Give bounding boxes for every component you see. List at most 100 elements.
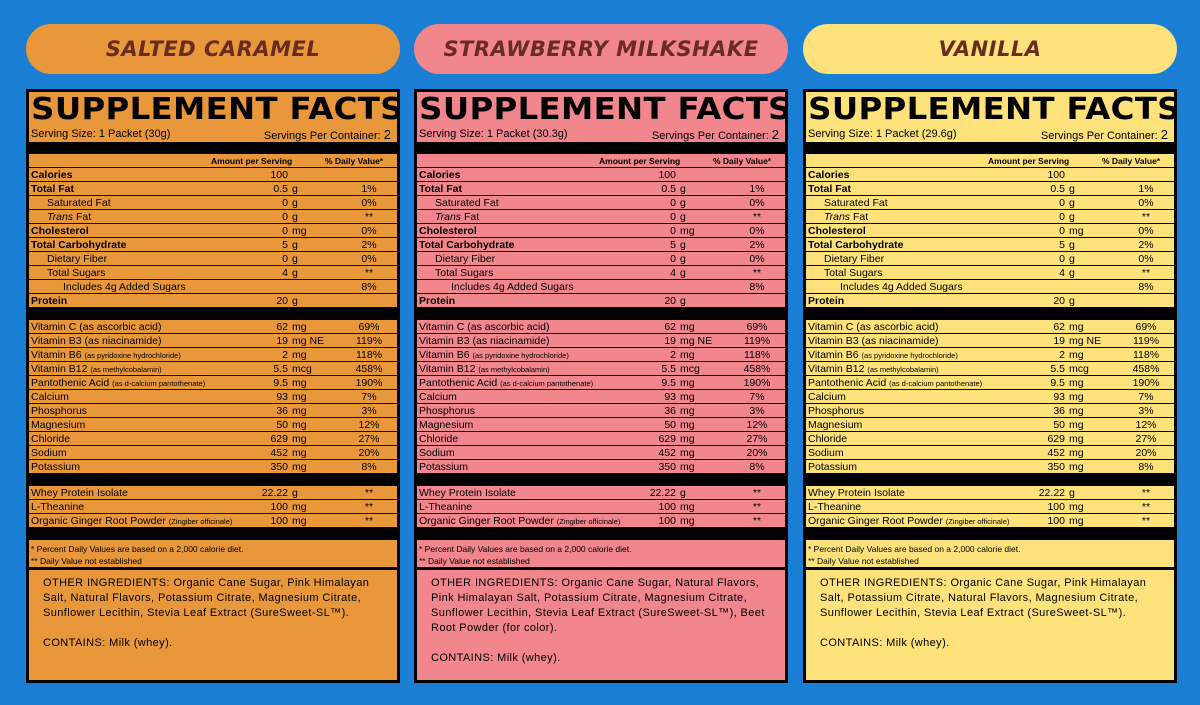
amount-unit: mg bbox=[292, 447, 307, 459]
micro-row: Magnesium 50 mg 12% bbox=[417, 418, 785, 432]
amount-value: 2 bbox=[1059, 349, 1065, 361]
daily-value: 1% bbox=[1138, 183, 1154, 195]
other-ingredients: OTHER INGREDIENTS: Organic Cane Sugar, N… bbox=[431, 577, 765, 634]
amount-value: 100 bbox=[1047, 169, 1065, 181]
nutrient-name: Vitamin C (as ascorbic acid) bbox=[419, 321, 550, 333]
amount-unit: g bbox=[292, 183, 298, 195]
daily-value: 0% bbox=[749, 197, 765, 209]
flavor-title: STRAWBERRY MILKSHAKE bbox=[414, 24, 788, 74]
divider-bar bbox=[29, 528, 397, 540]
nutrient-name: Protein bbox=[808, 295, 844, 307]
nutrient-label: Phosphorus bbox=[808, 405, 865, 417]
footnote-not-established: ** Daily Value not established bbox=[808, 556, 919, 566]
daily-value: 3% bbox=[749, 405, 765, 417]
amount-value: 5 bbox=[670, 239, 676, 251]
macro-row: Includes 4g Added Sugars 8% bbox=[29, 280, 397, 294]
nutrient-label: Fat bbox=[852, 211, 869, 223]
amount-unit: mg NE bbox=[1069, 335, 1102, 347]
amount-header: Amount per Serving bbox=[988, 156, 1070, 166]
nutrient-name: Whey Protein Isolate bbox=[31, 487, 128, 499]
allergen-statement: CONTAINS: Milk (whey). bbox=[820, 637, 950, 649]
amount-value: 0 bbox=[282, 253, 288, 265]
other-row: L-Theanine 100 mg ** bbox=[417, 500, 785, 514]
nutrient-label: Vitamin B3 (as niacinamide) bbox=[31, 335, 162, 347]
nutrient-label: Sodium bbox=[419, 447, 455, 459]
nutrient-label: Calories bbox=[808, 169, 850, 181]
amount-unit: g bbox=[1069, 487, 1075, 499]
amount-value: 452 bbox=[1047, 447, 1065, 459]
macro-row: Total Carbohydrate 5 g 2% bbox=[417, 238, 785, 252]
micro-row: Sodium 452 mg 20% bbox=[806, 446, 1174, 460]
amount-unit: mg bbox=[680, 405, 695, 417]
divider-bar bbox=[806, 528, 1174, 540]
nutrient-label: Whey Protein Isolate bbox=[419, 487, 516, 499]
amount-value: 50 bbox=[276, 419, 288, 431]
amount-unit: mg bbox=[1069, 515, 1084, 527]
servings-value: 2 bbox=[383, 126, 391, 142]
nutrient-label: Whey Protein Isolate bbox=[31, 487, 128, 499]
micro-row: Calcium 93 mg 7% bbox=[806, 390, 1174, 404]
daily-value: 0% bbox=[749, 253, 765, 265]
nutrient-label: Vitamin B3 (as niacinamide) bbox=[808, 335, 939, 347]
amount-unit: mg bbox=[680, 461, 695, 473]
nutrient-name: Includes 4g Added Sugars bbox=[451, 281, 574, 293]
amount-unit: mg bbox=[1069, 501, 1084, 513]
amount-unit: mg bbox=[292, 419, 307, 431]
daily-value: 8% bbox=[1138, 281, 1154, 293]
column-header: Amount per Serving % Daily Value* bbox=[29, 154, 397, 168]
macro-row: Trans Fat 0 g ** bbox=[29, 210, 397, 224]
macro-row: Total Carbohydrate 5 g 2% bbox=[29, 238, 397, 252]
nutrient-source: (Zingiber officinale) bbox=[945, 517, 1010, 526]
micro-row: Vitamin C (as ascorbic acid) 62 mg 69% bbox=[29, 320, 397, 334]
daily-value: 0% bbox=[1138, 253, 1154, 265]
serving-size: Serving Size: 1 Packet (30g) bbox=[31, 128, 171, 140]
daily-value: 458% bbox=[1132, 363, 1160, 375]
daily-value: ** bbox=[1141, 515, 1151, 527]
daily-value: 0% bbox=[1138, 197, 1154, 209]
amount-unit: mg bbox=[680, 391, 695, 403]
nutrient-label: Protein bbox=[419, 295, 456, 307]
macro-row: Total Sugars 4 g ** bbox=[806, 266, 1174, 280]
amount-unit: g bbox=[292, 295, 298, 307]
nutrient-name: Chloride bbox=[808, 433, 847, 445]
daily-value: 2% bbox=[361, 239, 377, 251]
footnote-dv: * Percent Daily Values are based on a 2,… bbox=[808, 544, 1021, 554]
nutrient-label: Vitamin C (as ascorbic acid) bbox=[419, 321, 550, 333]
amount-unit: mg bbox=[680, 349, 695, 361]
servings-label: Servings Per Container: bbox=[263, 129, 381, 142]
daily-value: 1% bbox=[749, 183, 765, 195]
amount-value: 4 bbox=[670, 267, 676, 279]
amount-value: 0 bbox=[1059, 197, 1065, 209]
nutrient-label: Calories bbox=[419, 169, 461, 181]
amount-value: 36 bbox=[1053, 405, 1065, 417]
nutrient-name: Calories bbox=[808, 169, 849, 181]
divider-bar bbox=[417, 528, 785, 540]
amount-value: 350 bbox=[658, 461, 676, 473]
nutrient-name: Potassium bbox=[31, 461, 80, 473]
amount-value: 100 bbox=[1047, 515, 1065, 527]
other-row: Whey Protein Isolate 22.22 g ** bbox=[806, 486, 1174, 500]
amount-unit: mg bbox=[680, 377, 695, 389]
nutrient-name: Organic Ginger Root Powder (Zingiber off… bbox=[808, 515, 1009, 527]
macro-row: Saturated Fat 0 g 0% bbox=[806, 196, 1174, 210]
amount-value: 0 bbox=[1059, 211, 1065, 223]
daily-value: ** bbox=[364, 267, 374, 279]
amount-value: 22.22 bbox=[649, 487, 676, 499]
daily-value: 8% bbox=[361, 461, 377, 473]
nutrient-label: Vitamin B12 bbox=[31, 363, 88, 375]
amount-unit: g bbox=[292, 253, 298, 265]
nutrient-label: Dietary Fiber bbox=[824, 253, 885, 265]
daily-value: 118% bbox=[743, 349, 771, 361]
micro-row: Sodium 452 mg 20% bbox=[417, 446, 785, 460]
nutrient-label: Calcium bbox=[419, 391, 457, 403]
other-row: Organic Ginger Root Powder (Zingiber off… bbox=[417, 514, 785, 528]
serving-size: Serving Size: 1 Packet (29.6g) bbox=[808, 128, 957, 140]
nutrient-name: Vitamin B12 (as methylcobalamin) bbox=[808, 363, 939, 375]
nutrient-name: Vitamin B6 (as pyridoxine hydrochloride) bbox=[808, 349, 958, 361]
serving-info: Serving Size: 1 Packet (29.6g) Servings P… bbox=[806, 126, 1174, 142]
nutrient-label: Calcium bbox=[808, 391, 846, 403]
micro-row: Vitamin B6 (as pyridoxine hydrochloride)… bbox=[29, 348, 397, 362]
footnotes: * Percent Daily Values are based on a 2,… bbox=[417, 540, 785, 567]
micro-row: Chloride 629 mg 27% bbox=[417, 432, 785, 446]
amount-unit: g bbox=[292, 211, 298, 223]
